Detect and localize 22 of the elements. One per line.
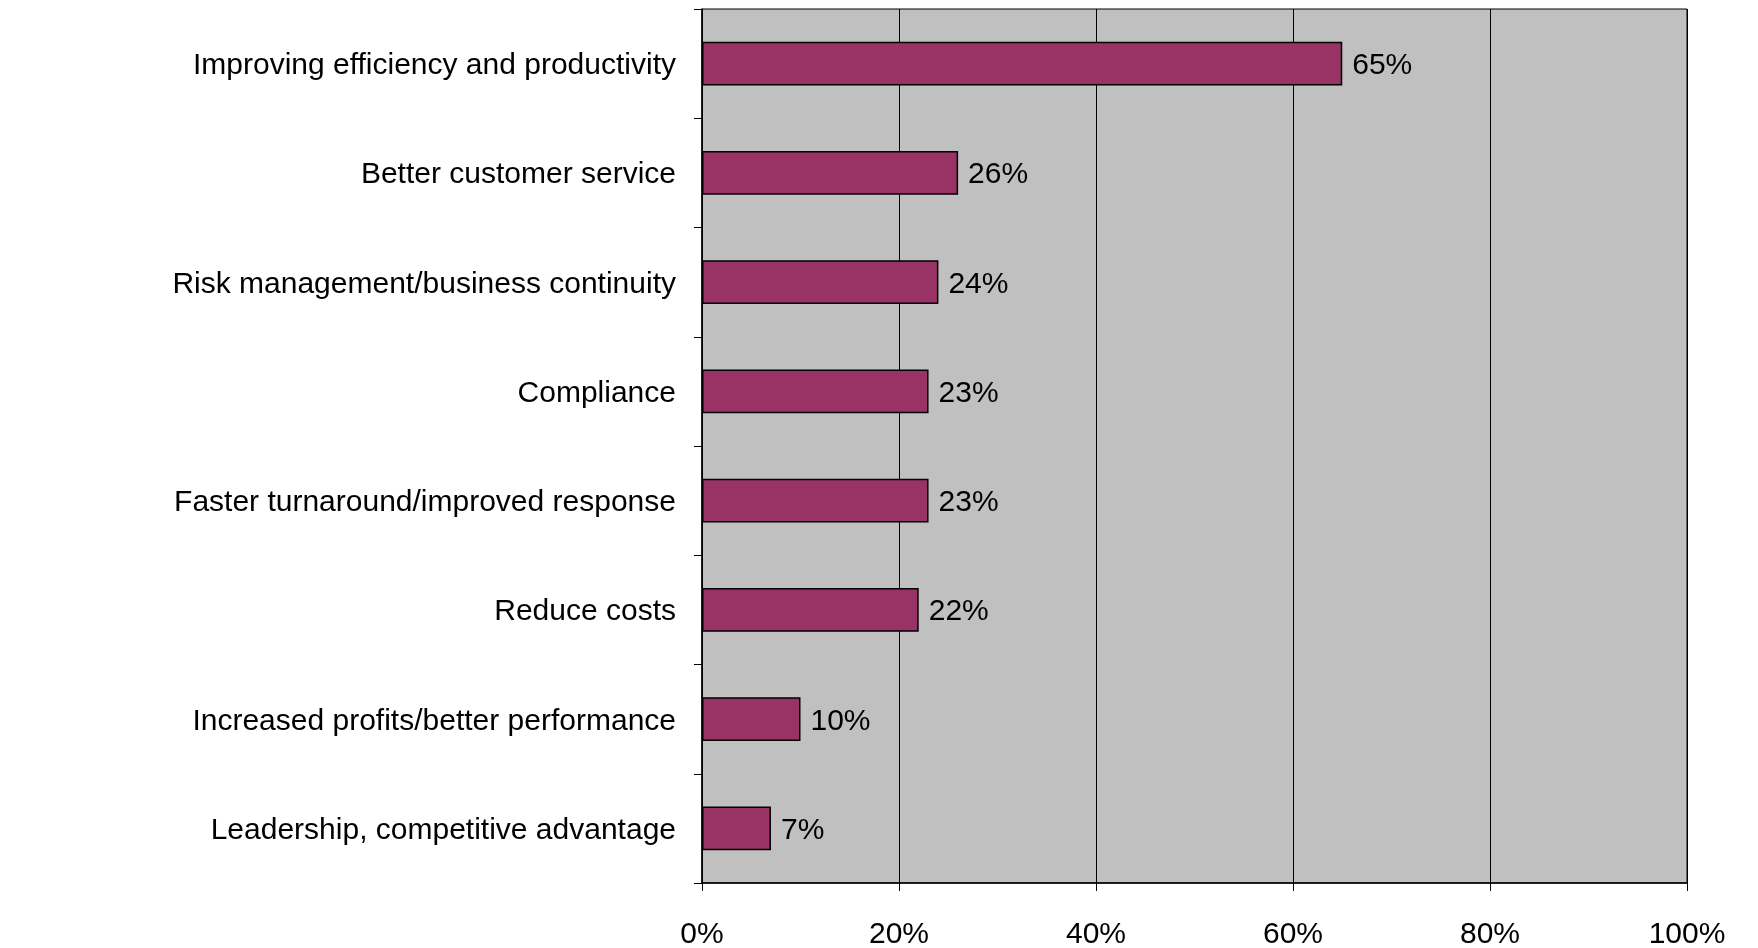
data-label: 26% xyxy=(968,156,1029,190)
x-tick-label: 20% xyxy=(868,915,930,948)
y-tick-label: Increased profits/better performance xyxy=(192,702,676,736)
x-tick-label: 80% xyxy=(1459,915,1521,948)
y-tick-label: Faster turnaround/improved response xyxy=(174,484,676,518)
data-label: 65% xyxy=(1352,47,1413,81)
y-tick-label: Compliance xyxy=(517,374,676,408)
x-tick-label: 0% xyxy=(680,915,724,948)
data-label: 24% xyxy=(948,265,1009,299)
x-tick-label: 100% xyxy=(1648,915,1726,948)
data-label: 23% xyxy=(938,484,999,518)
y-tick-label: Reduce costs xyxy=(494,593,676,627)
y-tick-label: Risk management/business continuity xyxy=(172,265,676,299)
data-label: 7% xyxy=(780,811,825,845)
data-label: 22% xyxy=(928,593,989,627)
y-tick-label: Improving efficiency and productivity xyxy=(192,47,676,81)
data-label: 23% xyxy=(938,374,999,408)
data-label: 10% xyxy=(810,702,871,736)
y-tick-label: Better customer service xyxy=(360,156,676,190)
x-tick-label: 60% xyxy=(1262,915,1324,948)
y-tick-label: Leadership, competitive advantage xyxy=(210,811,676,845)
x-tick-label: 40% xyxy=(1065,915,1127,948)
